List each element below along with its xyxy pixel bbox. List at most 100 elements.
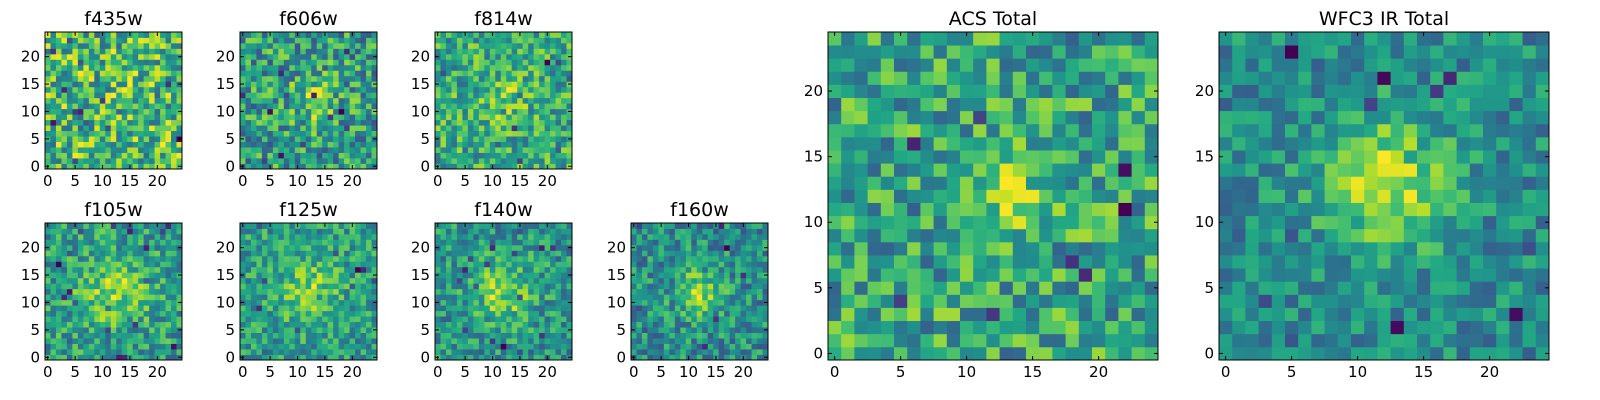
heatmap-cell [484,233,491,240]
heatmap-cell [533,305,540,312]
heatmap-cell [300,233,307,240]
heatmap-cell [550,327,556,333]
heatmap-cell [647,299,654,306]
heatmap-cell [171,152,177,159]
heatmap-cell [176,316,183,323]
heatmap-cell [272,163,279,170]
heatmap-cell [960,281,974,295]
heatmap-cell [489,70,496,77]
heatmap-cell [751,294,758,301]
heatmap-cell [171,294,177,301]
heatmap-cell [116,233,123,240]
heatmap-cell [440,283,447,290]
heatmap-cell [544,147,551,153]
heatmap-cell [544,97,551,104]
heatmap-cell [143,37,150,44]
heatmap-cell [707,327,714,333]
heatmap-cell [729,255,736,262]
heatmap-cell [261,147,268,153]
heatmap-cell [561,228,567,235]
heatmap-cell [478,321,485,328]
heatmap-cell [456,349,463,355]
heatmap-cell [528,250,535,257]
heatmap-cell [176,59,183,66]
heatmap-cell [539,158,545,164]
heatmap-cell [522,288,529,295]
heatmap-cell [333,294,340,301]
heatmap-cell [561,310,567,317]
heatmap-cell [256,48,263,55]
heatmap-cell [110,81,117,88]
heatmap-cell [256,223,263,229]
heatmap-cell [165,321,172,328]
heatmap-cell [171,266,177,273]
heatmap-cell [489,125,496,132]
heatmap-cell [294,277,301,284]
heatmap-cell [116,250,123,257]
heatmap-cell [724,354,731,361]
heatmap-cell [327,97,334,104]
heatmap-cell [999,281,1014,295]
heatmap-cell [110,75,117,82]
heatmap-cell [841,255,855,269]
heatmap-cell [261,288,268,295]
heatmap-cell [894,346,908,361]
heatmap-cell [267,108,274,115]
heatmap-cell [566,86,573,93]
heatmap-cell [561,266,567,273]
heatmap-cell [272,97,279,104]
heatmap-cell [256,86,263,93]
heatmap-cell [1105,268,1119,282]
heatmap-cell [127,305,134,312]
heatmap-cell [322,92,329,99]
heatmap-cell [751,244,758,251]
heatmap-cell [127,233,134,240]
heatmap-cell [149,125,155,132]
heatmap-cell [132,244,139,251]
heatmap-cell [344,266,350,273]
heatmap-cell [360,272,367,279]
heatmap-cell [1118,307,1132,322]
heatmap-cell [685,272,692,279]
heatmap-cell [484,327,491,333]
heatmap-cell [1118,255,1132,269]
heatmap-cell [278,266,285,273]
heatmap-cell [94,250,101,257]
heatmap-cell [61,86,68,93]
heatmap-cell [88,86,95,93]
heatmap-cell [127,108,134,115]
heatmap-cell [544,327,551,333]
heatmap-cell [999,268,1014,282]
heatmap-cell [338,152,345,159]
heatmap-cell [440,108,447,115]
heatmap-cell [267,228,274,235]
heatmap-cell [250,261,257,268]
heatmap-cell [360,141,367,148]
heatmap-cell [272,343,279,350]
heatmap-cell [533,228,540,235]
heatmap-cell [986,268,1000,282]
heatmap-cell [333,70,340,77]
heatmap-cell [500,349,507,355]
heatmap-cell [83,305,90,312]
heatmap-cell [522,103,529,110]
heatmap-cell [250,59,257,66]
heatmap-cell [165,294,172,301]
heatmap-cell [1131,255,1146,269]
heatmap-cell [478,108,485,115]
heatmap-cell [138,277,145,284]
heatmap-cell [316,48,323,55]
heatmap-cell [272,152,279,159]
heatmap-cell [456,327,463,333]
heatmap-cell [566,277,573,284]
heatmap-cell [344,338,350,344]
heatmap-cell [533,130,540,137]
heatmap-cell [456,266,463,273]
heatmap-cell [355,108,361,115]
heatmap-cell [316,136,323,142]
heatmap-cell [160,119,166,126]
heatmap-cell [245,70,252,77]
heatmap-cell [83,272,90,279]
heatmap-cell [316,81,323,88]
